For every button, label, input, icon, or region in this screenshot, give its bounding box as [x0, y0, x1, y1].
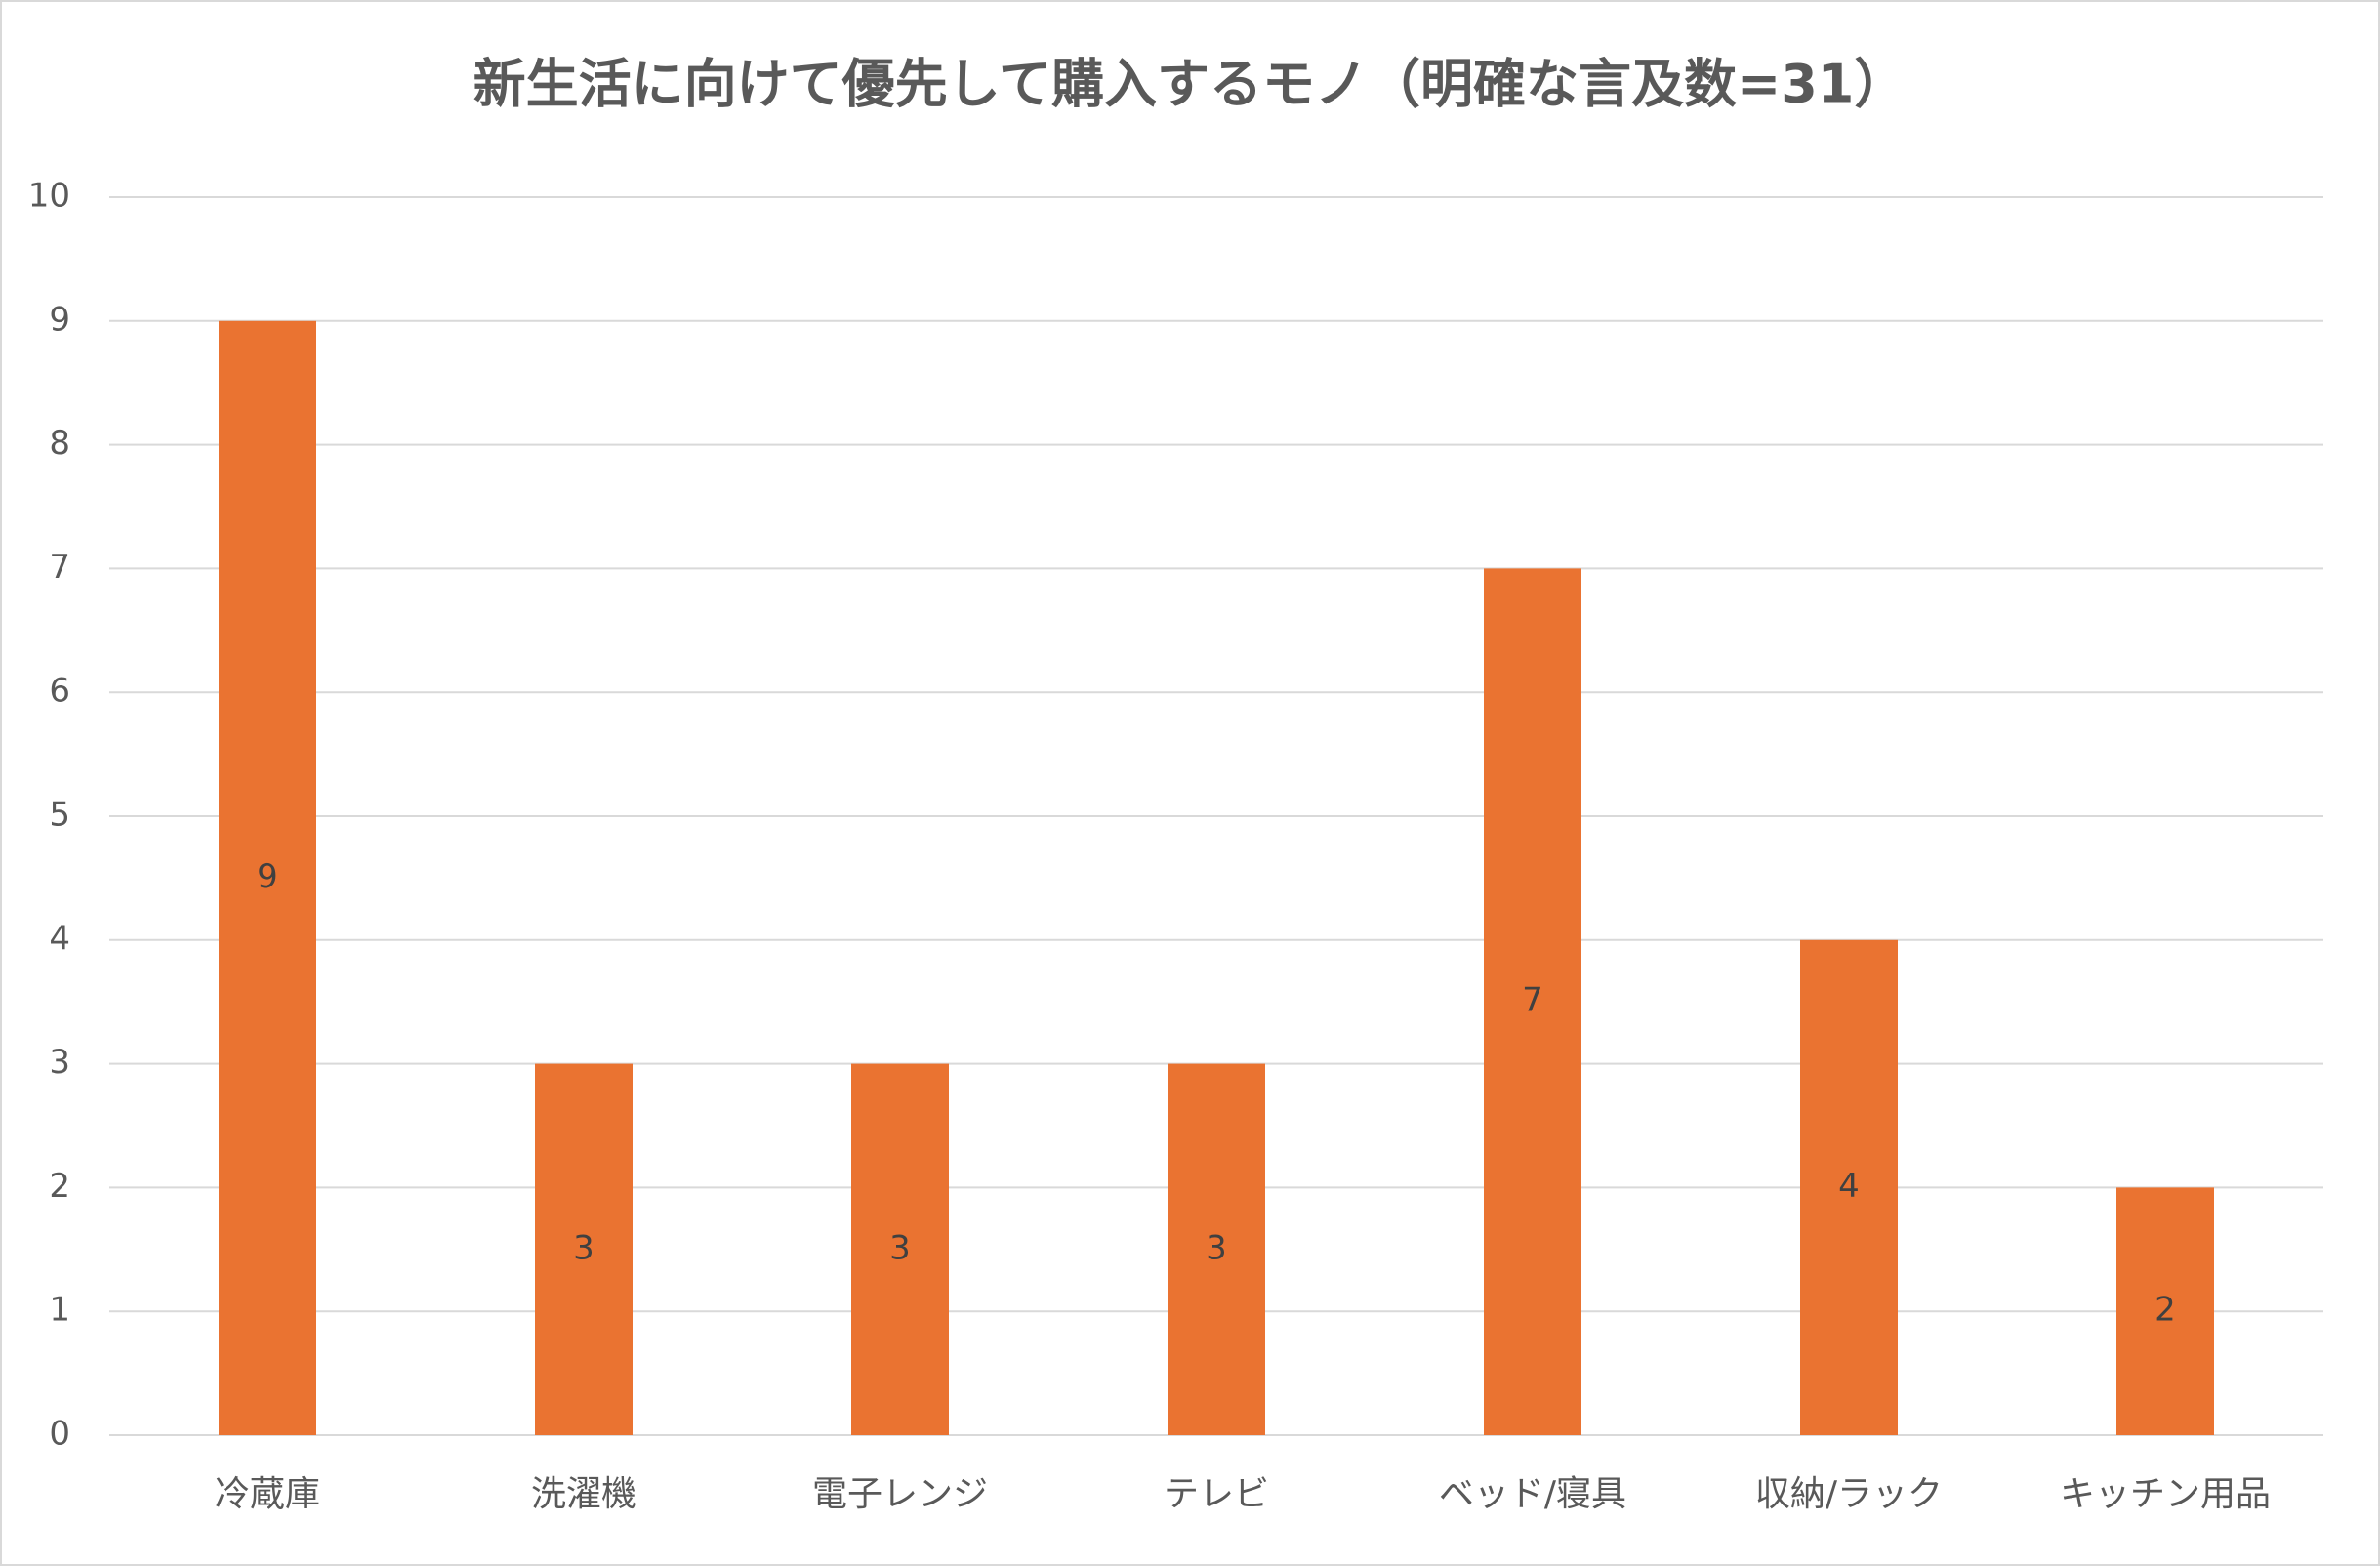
data-label: 9: [257, 857, 278, 896]
y-tick-label: 9: [49, 300, 70, 339]
y-tick-label: 5: [49, 796, 70, 835]
x-tick-label: 電子レンジ: [812, 1474, 988, 1514]
x-tick-label: 収納/ラック: [1755, 1474, 1943, 1514]
data-label: 3: [889, 1228, 911, 1267]
y-tick-label: 3: [49, 1043, 70, 1082]
data-label: 3: [1206, 1228, 1227, 1267]
y-tick-label: 2: [49, 1167, 70, 1206]
y-tick-label: 1: [49, 1291, 70, 1330]
bar: [1484, 568, 1581, 1435]
bar: [1800, 939, 1898, 1435]
y-tick-label: 6: [49, 672, 70, 711]
y-tick-label: 7: [49, 548, 70, 587]
chart-title: 新生活に向けて優先して購入するモノ（明確な言及数=31）: [473, 54, 1908, 115]
data-label: 3: [573, 1228, 595, 1267]
data-label: 2: [2154, 1291, 2176, 1330]
y-tick-label: 10: [28, 177, 70, 216]
bar: [535, 1063, 633, 1435]
bar: [851, 1063, 949, 1435]
x-tick-label: 洗濯機: [531, 1474, 636, 1514]
bar: [1168, 1063, 1265, 1435]
bar: [219, 320, 316, 1435]
y-tick-label: 4: [49, 919, 70, 958]
y-tick-label: 8: [49, 424, 70, 463]
data-label: 4: [1838, 1167, 1860, 1206]
bar: [2116, 1187, 2214, 1435]
x-tick-label: テレビ: [1164, 1474, 1269, 1514]
y-tick-label: 0: [49, 1415, 70, 1454]
x-tick-label: ベッド/寝具: [1439, 1474, 1626, 1514]
x-tick-label: キッチン用品: [2060, 1474, 2271, 1514]
x-tick-label: 冷蔵庫: [215, 1474, 320, 1514]
data-label: 7: [1522, 981, 1543, 1020]
